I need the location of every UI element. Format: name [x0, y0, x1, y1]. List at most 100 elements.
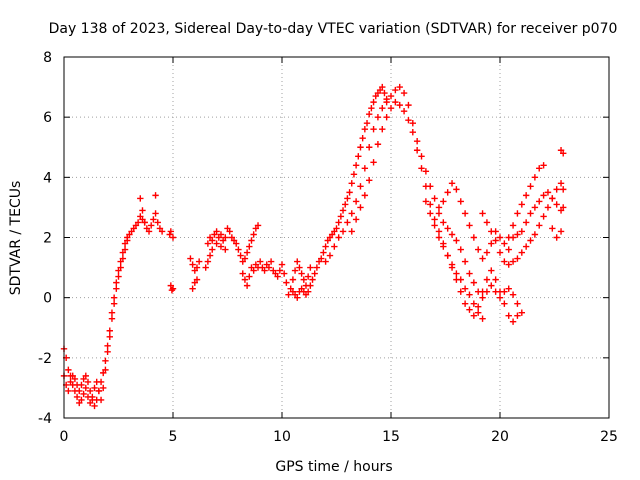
data-point-marker [344, 219, 351, 226]
data-point-marker [501, 258, 508, 265]
data-point-marker [361, 165, 369, 172]
data-point-marker [110, 300, 118, 307]
data-point-marker [509, 234, 517, 241]
data-point-marker [250, 267, 257, 274]
data-point-marker [457, 246, 464, 253]
data-point-marker [370, 98, 377, 106]
data-point-marker [479, 255, 486, 262]
series-arc-3 [137, 192, 177, 294]
data-point-marker [93, 396, 100, 404]
data-point-marker [492, 276, 499, 283]
data-point-marker [518, 228, 525, 235]
data-point-marker [166, 231, 173, 238]
x-tick-label: 20 [491, 429, 509, 445]
data-point-marker [496, 234, 504, 241]
data-point-marker [514, 231, 521, 238]
data-point-marker [531, 231, 539, 238]
data-point-marker [261, 267, 268, 274]
series-arc-8 [348, 98, 525, 325]
data-point-marker [370, 126, 377, 133]
data-point-marker [241, 255, 249, 262]
data-point-marker [243, 282, 251, 289]
data-point-marker [514, 210, 521, 217]
data-point-marker [158, 228, 166, 235]
data-point-marker [466, 306, 473, 313]
data-point-marker [366, 144, 373, 151]
data-point-marker [294, 258, 301, 265]
data-point-marker [67, 378, 74, 386]
data-point-marker [444, 225, 451, 232]
data-point-marker [422, 183, 430, 190]
data-point-marker [304, 288, 312, 295]
data-point-marker [527, 210, 534, 217]
data-point-marker [150, 216, 157, 223]
data-point-marker [492, 288, 499, 295]
data-point-marker [335, 219, 342, 226]
data-point-marker [501, 288, 508, 295]
data-point-marker [453, 270, 460, 277]
data-point-marker [300, 276, 307, 283]
data-point-marker [466, 291, 473, 298]
data-point-marker [470, 279, 478, 286]
data-point-marker [518, 201, 525, 208]
data-point-marker [248, 237, 255, 244]
y-tick-label: -2 [38, 351, 52, 367]
data-point-marker [527, 183, 534, 190]
data-point-marker [413, 138, 421, 145]
data-point-marker [431, 195, 438, 202]
data-point-marker [113, 285, 120, 292]
data-point-marker [475, 246, 482, 253]
data-point-marker [505, 246, 512, 253]
data-point-marker [531, 204, 539, 211]
data-point-marker [169, 234, 177, 241]
data-point-marker [387, 104, 395, 112]
data-point-marker [560, 150, 567, 157]
x-axis-label: GPS time / hours [275, 459, 392, 475]
data-point-marker [285, 291, 292, 298]
data-point-marker [250, 231, 257, 238]
data-point-marker [76, 387, 83, 395]
data-point-marker [536, 165, 543, 172]
data-point-marker [435, 234, 443, 241]
data-point-marker [553, 201, 560, 208]
data-point-marker [104, 342, 111, 349]
data-point-marker [189, 285, 196, 292]
data-point-marker [339, 207, 347, 214]
data-point-marker [405, 116, 412, 124]
data-point-marker [496, 249, 504, 256]
data-point-marker [396, 101, 403, 109]
data-point-marker [239, 270, 246, 277]
data-point-marker [448, 261, 456, 268]
data-point-marker [209, 237, 216, 244]
data-point-marker [396, 83, 403, 91]
data-point-marker [291, 267, 299, 274]
data-point-marker [318, 255, 325, 262]
data-point-marker [379, 83, 386, 91]
data-point-marker [383, 98, 390, 106]
data-point-marker [322, 243, 329, 250]
data-point-marker [479, 210, 486, 217]
data-point-marker [100, 369, 107, 377]
data-point-marker [544, 189, 552, 196]
data-point-marker [444, 252, 451, 259]
data-point-marker [440, 219, 447, 226]
data-point-marker [139, 207, 146, 214]
data-point-marker [331, 243, 338, 250]
data-point-marker [294, 294, 301, 301]
data-point-marker [78, 381, 85, 389]
data-point-marker [431, 216, 438, 223]
data-point-marker [509, 318, 517, 325]
data-point-marker [475, 303, 482, 310]
data-point-marker [97, 378, 105, 386]
series-arc-2 [60, 234, 131, 410]
data-point-marker [383, 113, 390, 121]
data-point-marker [235, 246, 242, 253]
data-point-marker [361, 192, 369, 199]
data-point-marker [400, 89, 408, 97]
data-point-marker [361, 126, 369, 133]
data-point-marker [313, 264, 321, 271]
data-point-marker [217, 231, 225, 238]
data-point-marker [422, 168, 430, 175]
data-point-marker [466, 270, 473, 277]
data-point-marker [226, 228, 233, 235]
